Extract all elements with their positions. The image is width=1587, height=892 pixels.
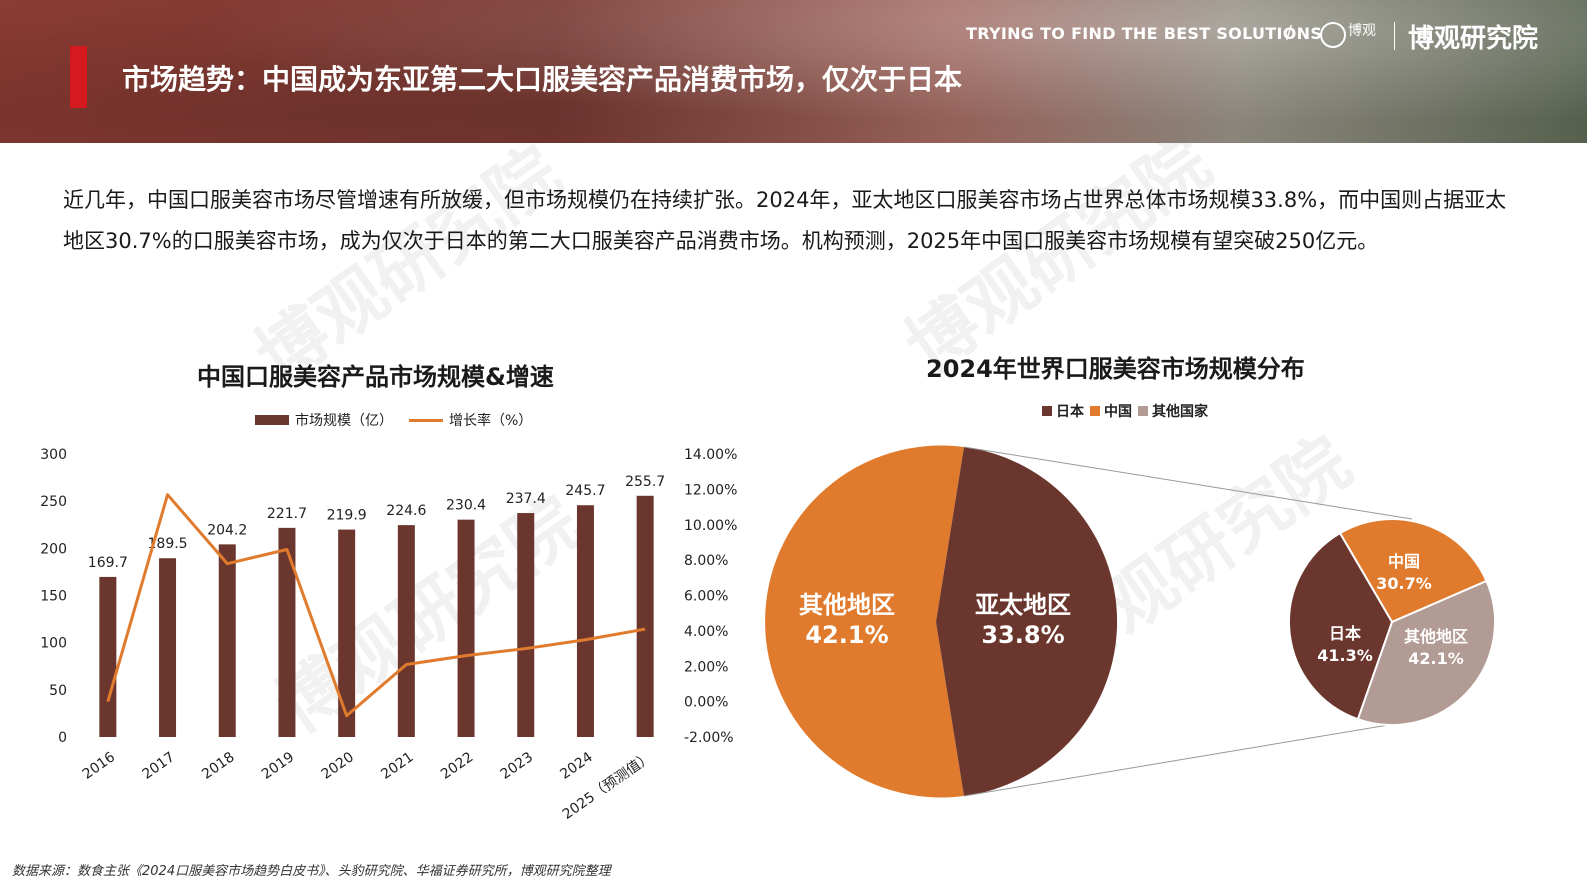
main-pie-label-other-value: 42.1% bbox=[805, 621, 888, 649]
bar-value-label: 204.2 bbox=[207, 522, 247, 538]
main-pie-label-apac-value: 33.8% bbox=[981, 621, 1064, 649]
intro-paragraph: 近几年，中国口服美容市场尽管增速有所放缓，但市场规模仍在持续扩张。2024年，亚… bbox=[63, 188, 1507, 253]
page-title: 市场趋势：中国成为东亚第二大口服美容产品消费市场，仅次于日本 bbox=[122, 63, 963, 96]
title-accent-bar bbox=[70, 46, 87, 108]
y-tick-label: 200 bbox=[40, 541, 67, 557]
pie-chart: 其他地区42.1%亚太地区33.8%中国30.7%其他地区42.1%日本41.3… bbox=[765, 445, 1496, 798]
bar-value-label: 230.4 bbox=[446, 498, 486, 514]
x-tick-label: 2023 bbox=[498, 749, 536, 783]
legend-china-swatch bbox=[1090, 406, 1100, 416]
pie-chart-legend: 日本 中国 其他国家 bbox=[1036, 401, 1208, 421]
legend-china-label: 中国 bbox=[1104, 404, 1132, 420]
bar-value-label: 219.9 bbox=[327, 508, 367, 524]
bar bbox=[99, 576, 117, 737]
bar bbox=[338, 529, 356, 737]
bar-value-label: 221.7 bbox=[267, 506, 307, 522]
x-tick-label: 2021 bbox=[378, 749, 416, 783]
y2-tick-label: 0.00% bbox=[684, 695, 728, 711]
y2-tick-label: 12.00% bbox=[684, 482, 737, 498]
x-tick-label: 2020 bbox=[319, 749, 357, 783]
logo-icon bbox=[1320, 22, 1346, 48]
small-pie-label-japan-name: 日本 bbox=[1329, 624, 1361, 643]
pie-chart-title: 2024年世界口服美容市场规模分布 bbox=[926, 355, 1305, 383]
pie-slice-other-asia bbox=[1356, 579, 1496, 726]
main-pie-label-apac-name: 亚太地区 bbox=[975, 591, 1071, 619]
connector-line bbox=[963, 446, 1413, 520]
bar-value-label: 189.5 bbox=[148, 536, 188, 552]
y2-tick-label: 4.00% bbox=[684, 624, 728, 640]
small-pie-label-china-value: 30.7% bbox=[1376, 574, 1432, 593]
legend-others-swatch bbox=[1138, 406, 1148, 416]
small-pie-label-japan-value: 41.3% bbox=[1317, 646, 1373, 665]
slogan: TRYING TO FIND THE BEST SOLUTIONS bbox=[966, 24, 1323, 43]
bar bbox=[517, 513, 535, 737]
x-tick-label: 2022 bbox=[438, 749, 476, 783]
y2-tick-label: -2.00% bbox=[684, 730, 734, 746]
bar bbox=[159, 558, 177, 737]
y-tick-label: 50 bbox=[49, 683, 67, 699]
header-background bbox=[0, 0, 1587, 143]
main-pie-label-other-name: 其他地区 bbox=[799, 591, 895, 619]
pie-slice-japan bbox=[1288, 531, 1394, 721]
bar bbox=[397, 525, 415, 737]
y-tick-label: 150 bbox=[40, 589, 67, 605]
y-tick-label: 250 bbox=[40, 494, 67, 510]
growth-rate-line bbox=[106, 493, 646, 718]
bar-value-label: 255.7 bbox=[625, 474, 665, 490]
bar bbox=[636, 495, 654, 737]
x-tick-label: 2018 bbox=[199, 749, 237, 783]
brand-name: 博观研究院 bbox=[1408, 24, 1539, 54]
legend-bar-label: 市场规模（亿） bbox=[295, 413, 393, 429]
legend-line-swatch bbox=[409, 418, 443, 422]
bar-value-label: 237.4 bbox=[506, 491, 546, 507]
x-tick-label: 2017 bbox=[139, 749, 177, 783]
bar-value-label: 224.6 bbox=[386, 503, 426, 519]
bar bbox=[457, 519, 475, 737]
pie-slice-other-regions bbox=[765, 445, 964, 798]
x-tick-label: 2019 bbox=[259, 749, 297, 783]
y2-tick-label: 14.00% bbox=[684, 447, 737, 463]
x-tick-label: 2016 bbox=[80, 749, 118, 783]
bar-chart-legend: 市场规模（亿） 增长率（%） bbox=[255, 410, 532, 430]
small-pie-label-other-value: 42.1% bbox=[1408, 649, 1464, 668]
y2-tick-label: 2.00% bbox=[684, 659, 728, 675]
small-pie-label-china-name: 中国 bbox=[1388, 552, 1420, 571]
logo-small-text: 博观 bbox=[1348, 23, 1376, 39]
y-tick-label: 100 bbox=[40, 636, 67, 652]
legend-others-label: 其他国家 bbox=[1152, 404, 1208, 420]
bar-chart: 0 50 100 150 200 250 300 -2.00% 0.00% 2.00% 4.00% 6… bbox=[40, 447, 737, 823]
y-tick-label: 300 bbox=[40, 447, 67, 463]
small-pie-label-other-name: 其他地区 bbox=[1404, 627, 1468, 646]
y2-tick-label: 8.00% bbox=[684, 553, 728, 569]
y2-tick-label: 6.00% bbox=[684, 589, 728, 605]
bar-chart-title: 中国口服美容产品市场规模&增速 bbox=[197, 363, 554, 391]
legend-japan-label: 日本 bbox=[1056, 404, 1084, 420]
y2-tick-label: 10.00% bbox=[684, 518, 737, 534]
x-tick-label: 2024 bbox=[557, 749, 595, 783]
header-banner: 市场趋势：中国成为东亚第二大口服美容产品消费市场，仅次于日本 TRYING TO… bbox=[0, 0, 1587, 143]
legend-line-label: 增长率（%） bbox=[449, 413, 533, 429]
connector-line bbox=[963, 720, 1413, 797]
bar bbox=[278, 527, 296, 737]
data-source-note: 数据来源：数食主张《2024口服美容市场趋势白皮书》、头豹研究院、华福证券研究所… bbox=[12, 864, 611, 879]
y-tick-label: 0 bbox=[58, 730, 67, 746]
legend-japan-swatch bbox=[1042, 406, 1052, 416]
slogan-separator: / bbox=[1286, 22, 1293, 43]
bar-value-label: 245.7 bbox=[565, 483, 605, 499]
pie-slice-apac bbox=[936, 447, 1118, 796]
logo-divider bbox=[1394, 22, 1395, 50]
bar bbox=[218, 544, 236, 737]
bar bbox=[576, 505, 594, 737]
legend-bar-swatch bbox=[255, 415, 289, 425]
bar-value-label: 169.7 bbox=[88, 555, 128, 571]
